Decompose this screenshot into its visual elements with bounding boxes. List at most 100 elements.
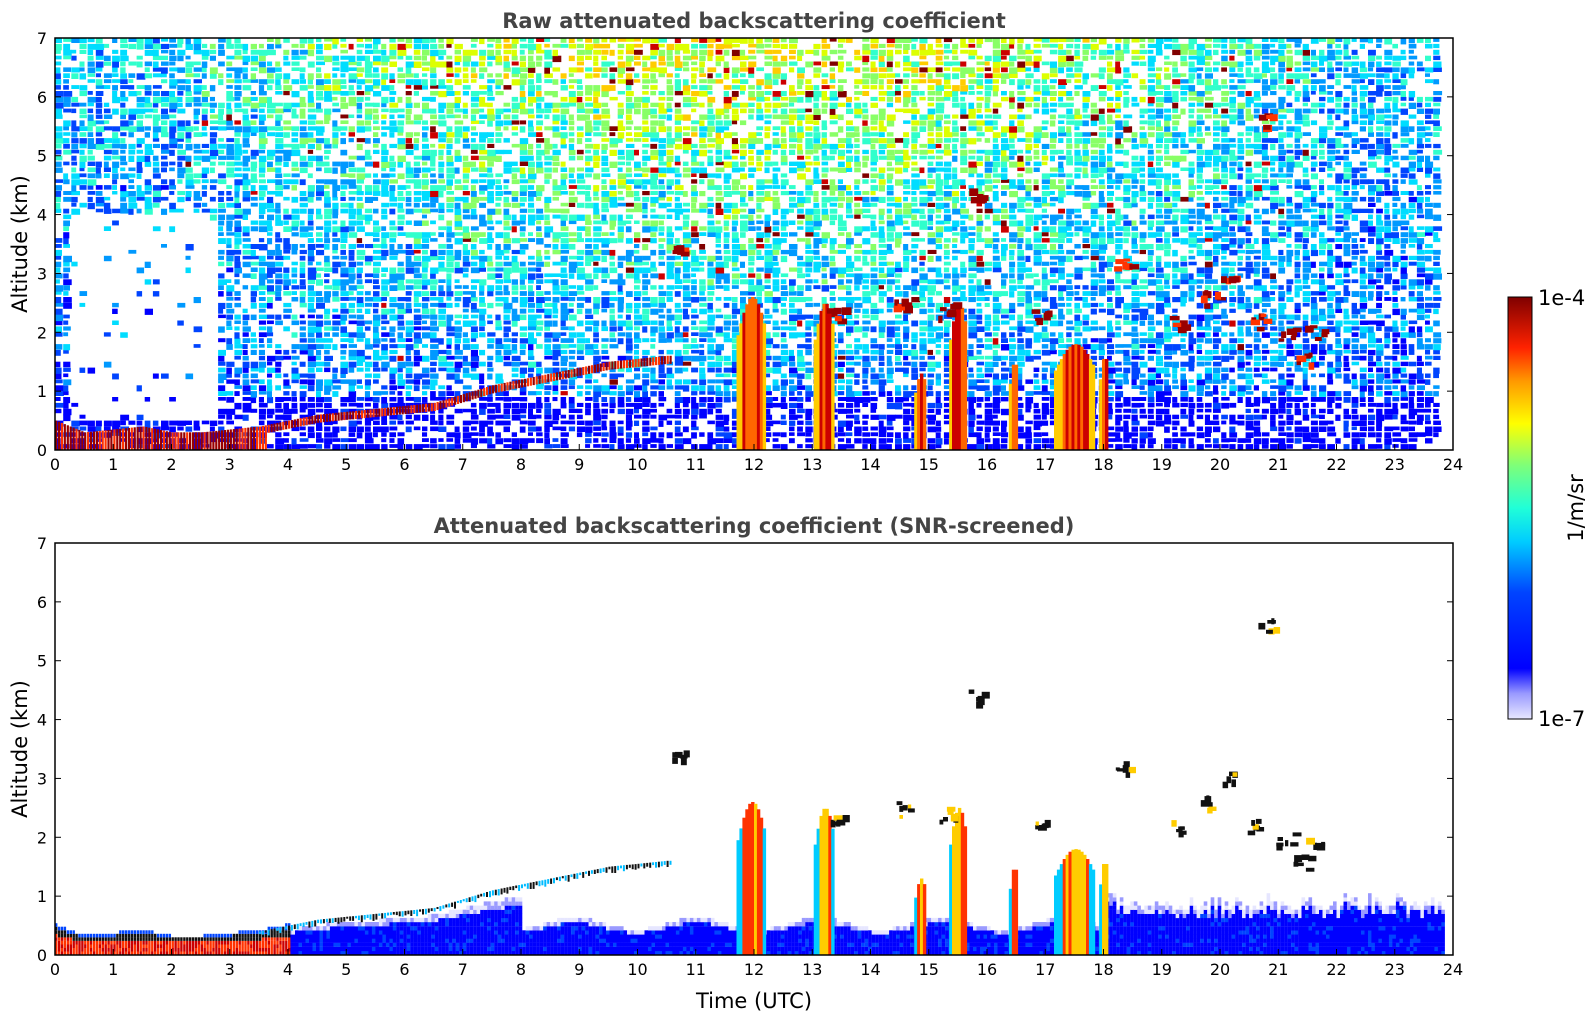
noise-speckle	[55, 38, 1443, 450]
x-tick-label: 23	[1385, 960, 1405, 979]
x-tick-label: 4	[283, 455, 293, 474]
y-tick-label: 5	[37, 652, 47, 671]
y-tick-label: 2	[37, 323, 47, 342]
elevated-cloud	[1115, 761, 1136, 778]
x-tick-label: 22	[1326, 455, 1346, 474]
cloud-column	[1054, 344, 1096, 450]
cloud-column	[1099, 864, 1109, 955]
cloud-column	[813, 808, 835, 955]
x-tick-label: 14	[860, 960, 880, 979]
y-tick-label: 0	[37, 946, 47, 965]
y-tick-label: 5	[37, 147, 47, 166]
y-tick-label: 3	[37, 769, 47, 788]
x-axis-label: Time (UTC)	[695, 989, 812, 1013]
x-tick-label: 24	[1443, 960, 1463, 979]
elevated-cloud	[672, 750, 690, 766]
elevated-cloud	[969, 188, 989, 204]
panel2-y-ticks: 0 1 2 3 4 5 6 7	[37, 534, 1453, 965]
cloud-column	[949, 302, 968, 450]
y-tick-label: 1	[37, 382, 47, 401]
x-tick-label: 23	[1385, 455, 1405, 474]
x-tick-label: 18	[1093, 455, 1113, 474]
y-tick-label: 7	[37, 534, 47, 553]
y-tick-label: 4	[37, 711, 47, 730]
x-tick-label: 17	[1035, 960, 1055, 979]
raw-heatmap	[55, 38, 1443, 450]
raw-backscatter-panel: Raw attenuated backscattering coefficien…	[8, 9, 1463, 474]
cloud-column	[1054, 849, 1096, 955]
panel2-x-ticks: 0 1 2 3 4 5 6 7 8 9 10 11 12 13 14 15 16 17 18 19 20 21 22 23 24	[50, 949, 1463, 979]
x-tick-label: 24	[1443, 455, 1463, 474]
y-tick-label: 4	[37, 206, 47, 225]
cloud-column	[1099, 359, 1109, 450]
x-tick-label: 21	[1268, 455, 1288, 474]
y-tick-label: 3	[37, 264, 47, 283]
x-tick-label: 0	[50, 455, 60, 474]
x-tick-label: 13	[802, 960, 822, 979]
elevated-cloud	[1258, 113, 1278, 132]
colorbar-min-label: 1e-7	[1538, 707, 1585, 731]
x-tick-label: 22	[1326, 960, 1346, 979]
elevated-cloud	[1221, 275, 1241, 285]
elevated-cloud	[896, 801, 915, 819]
x-tick-label: 2	[166, 960, 176, 979]
cloud-column	[914, 878, 927, 955]
x-tick-label: 3	[225, 455, 235, 474]
x-tick-label: 21	[1268, 960, 1288, 979]
elevated-cloud	[1169, 315, 1192, 334]
y-tick-label: 0	[37, 441, 47, 460]
x-tick-label: 0	[50, 960, 60, 979]
cloud-column	[1008, 364, 1019, 450]
snr-screened-panel: Attenuated backscattering coefficient (S…	[8, 514, 1463, 1013]
panel1-x-ticks: 0 1 2 3 4 5 6 7 8 9 10 11 12 13 14 15 16 17 18 19 20 21 22 23 24	[50, 444, 1463, 474]
x-tick-label: 1	[108, 455, 118, 474]
x-tick-label: 6	[399, 960, 409, 979]
elevated-cloud	[1305, 325, 1330, 341]
x-tick-label: 5	[341, 455, 351, 474]
x-tick-label: 15	[919, 960, 939, 979]
x-tick-label: 19	[1152, 455, 1172, 474]
panel2-y-axis-label: Altitude (km)	[8, 680, 32, 818]
colorbar-gradient	[1507, 296, 1533, 720]
cloud-column	[949, 807, 968, 955]
colorbar-units-label: 1/m/sr	[1564, 474, 1588, 542]
y-tick-label: 6	[37, 88, 47, 107]
x-tick-label: 8	[516, 455, 526, 474]
panel1-title: Raw attenuated backscattering coefficien…	[502, 9, 1006, 33]
elevated-cloud	[1250, 313, 1273, 332]
x-tick-label: 12	[744, 455, 764, 474]
x-tick-label: 15	[919, 455, 939, 474]
x-tick-label: 20	[1210, 455, 1230, 474]
elevated-cloud	[830, 815, 850, 828]
x-tick-label: 18	[1093, 960, 1113, 979]
y-tick-label: 6	[37, 593, 47, 612]
screened-heatmap	[55, 618, 1445, 955]
elevated-cloud	[1035, 819, 1051, 831]
colorbar: 1e-4 1e-7 1/m/sr	[1507, 286, 1588, 731]
elevated-cloud	[672, 245, 690, 257]
x-tick-label: 9	[574, 455, 584, 474]
x-tick-label: 10	[627, 960, 647, 979]
elevated-cloud	[1031, 309, 1053, 326]
elevated-cloud	[968, 689, 990, 709]
x-tick-label: 6	[399, 455, 409, 474]
cloud-column	[736, 802, 767, 955]
x-tick-label: 2	[166, 455, 176, 474]
elevated-cloud	[1293, 854, 1317, 872]
x-tick-label: 3	[225, 960, 235, 979]
x-tick-label: 10	[627, 455, 647, 474]
panel1-y-axis-label: Altitude (km)	[8, 175, 32, 313]
elevated-cloud	[1171, 820, 1187, 838]
x-tick-label: 17	[1035, 455, 1055, 474]
x-tick-label: 1	[108, 960, 118, 979]
aerosol-layer	[288, 893, 1445, 955]
elevated-cloud	[1114, 258, 1140, 272]
x-tick-label: 16	[977, 960, 997, 979]
x-tick-label: 7	[458, 455, 468, 474]
y-tick-label: 7	[37, 29, 47, 48]
elevated-cloud	[939, 806, 959, 825]
cloud-column	[813, 303, 835, 450]
x-tick-label: 16	[977, 455, 997, 474]
y-tick-label: 2	[37, 828, 47, 847]
